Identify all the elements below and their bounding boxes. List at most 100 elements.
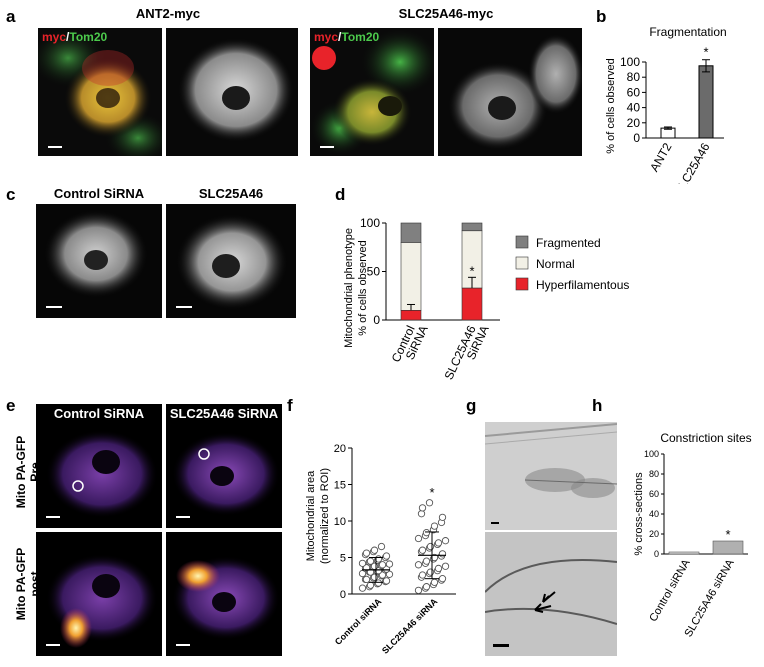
- scale-bar: [176, 516, 190, 518]
- chart-f-ylabel-line1: Mitochondrial area: [305, 470, 317, 561]
- x-tick-label: Control siRNA: [333, 596, 384, 647]
- x-tick-label: SLC25A46 siRNA: [380, 596, 440, 656]
- data-point: [422, 557, 431, 565]
- y-tick-label: 80: [649, 469, 659, 479]
- y-tick-label: 20: [649, 529, 659, 539]
- legend-swatch: [515, 277, 529, 291]
- data-point: [382, 577, 391, 585]
- overlay-myc: myc: [42, 30, 67, 44]
- data-point: [418, 504, 427, 512]
- overlay-tom20: Tom20: [341, 30, 380, 44]
- legend-label: Normal: [536, 257, 575, 271]
- significance-star: *: [429, 485, 434, 500]
- chart-d-ylabel-line2: % of cells observed: [357, 240, 369, 335]
- y-tick-label: 10: [334, 516, 346, 528]
- data-point: [422, 583, 431, 591]
- micrograph-slc25a46-pre: [166, 404, 282, 528]
- data-point: [414, 534, 423, 543]
- y-tick-label: 80: [627, 70, 641, 84]
- y-tick-label: 40: [649, 509, 659, 519]
- micrograph-slc25a46-merge: myc/Tom20: [310, 28, 434, 156]
- panel-label-c: c: [6, 185, 16, 204]
- panel-label-a: a: [6, 7, 16, 26]
- arrow-icon: [534, 603, 552, 613]
- chart-h-ylabel: % cross-sections: [633, 472, 645, 556]
- scale-bar: [46, 306, 62, 308]
- x-tick-label: SLC25A46: [671, 140, 712, 184]
- data-point: [414, 586, 423, 595]
- data-point: [362, 575, 371, 584]
- data-point: [430, 578, 439, 586]
- scale-bar: [46, 516, 60, 518]
- data-point: [441, 562, 450, 570]
- x-tick-label: SLC25A46 siRNA: [682, 557, 736, 639]
- y-tick-label: 20: [627, 116, 641, 130]
- data-point: [366, 557, 375, 565]
- y-tick-label: 50: [367, 265, 381, 279]
- y-tick-label: 40: [627, 101, 641, 115]
- arrow-icon: [542, 591, 556, 603]
- data-point: [414, 561, 423, 569]
- overlay-legend: myc/Tom20: [42, 30, 107, 44]
- y-tick-label: 0: [340, 589, 346, 601]
- scale-bar: [320, 146, 334, 148]
- chart-d-ylabel-line1: Mitochondrial phenotype: [343, 228, 355, 348]
- overlay-separator: /: [338, 30, 342, 44]
- y-tick-label: 20: [334, 443, 346, 455]
- bar: [712, 540, 744, 555]
- scale-bar: [176, 306, 192, 308]
- data-point: [370, 546, 379, 554]
- stacked-bar-segment: [400, 242, 422, 311]
- micrograph-control-post: [36, 532, 162, 656]
- data-point: [378, 561, 387, 569]
- scale-bar: [176, 644, 190, 646]
- overlay-separator: /: [66, 30, 70, 44]
- bar: [698, 65, 714, 139]
- micrograph-control-pre: [36, 404, 162, 528]
- data-point: [418, 546, 427, 554]
- micrograph-slc25a46-grayscale: [438, 28, 582, 156]
- y-tick-label: 60: [627, 85, 641, 99]
- data-point: [434, 539, 443, 547]
- panel-label-g: g: [466, 396, 477, 415]
- scale-bar: [46, 644, 60, 646]
- data-point: [366, 581, 375, 589]
- data-point: [358, 559, 367, 567]
- y-tick-label: 0: [373, 313, 380, 327]
- panel-label-f: f: [287, 396, 293, 415]
- legend-swatch: [515, 235, 529, 249]
- stacked-bar-segment: [400, 310, 422, 321]
- em-image-bottom: [485, 532, 617, 656]
- data-point: [438, 550, 447, 558]
- data-point: [382, 552, 391, 560]
- y-tick-label: 60: [649, 489, 659, 499]
- significance-star: *: [703, 45, 708, 60]
- significance-star: *: [469, 263, 474, 278]
- data-point: [422, 529, 431, 537]
- data-point: [417, 510, 426, 518]
- data-point: [425, 499, 434, 507]
- micrograph-slc25a46-post: [166, 532, 282, 656]
- panel-e-header-right: SLC25A46 SiRNA: [169, 406, 279, 421]
- scale-bar: [48, 146, 62, 148]
- x-tick-label: ANT2: [647, 140, 675, 174]
- data-point: [438, 575, 447, 583]
- panel-a-header-left: ANT2-myc: [135, 6, 201, 21]
- legend-label: Hyperfilamentous: [536, 278, 629, 292]
- stacked-bar-segment: [400, 222, 422, 243]
- panel-c-header-right: SLC25A46: [198, 186, 264, 201]
- panel-label-b: b: [596, 7, 607, 26]
- overlay-legend: myc/Tom20: [314, 30, 379, 44]
- y-tick-label: 100: [644, 449, 659, 459]
- data-point: [374, 579, 383, 587]
- legend-swatch: [515, 256, 529, 270]
- micrograph-ant2-merge: myc/Tom20: [38, 28, 162, 156]
- data-point: [438, 513, 447, 522]
- legend-label: Fragmented: [536, 236, 601, 250]
- chart-b-ylabel: % of cells observed: [605, 58, 617, 153]
- y-tick-label: 0: [633, 131, 640, 145]
- data-point: [385, 560, 394, 568]
- data-point: [426, 568, 435, 576]
- panel-a-header-right: SLC25A46-myc: [398, 6, 494, 21]
